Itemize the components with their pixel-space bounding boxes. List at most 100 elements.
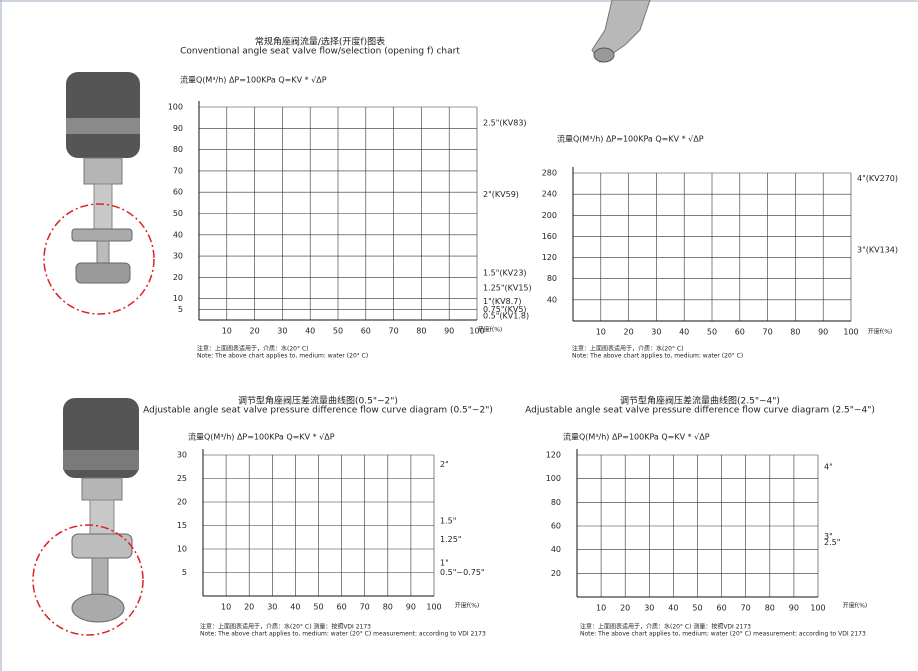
legend-label: 1.5" [440,516,456,525]
x-tick-label: 30 [277,327,287,336]
chart-subtitle: Adjustable angle seat valve pressure dif… [143,406,493,416]
y-tick-label: 5 [182,568,187,577]
y-tick-label: 15 [177,521,187,530]
note: 注意：上面图表适用于，介质：水(20° C) 测量：按照VDI 2173 [580,623,751,631]
y-tick-label: 5 [178,305,183,314]
valve-image-2 [32,398,144,636]
chart-title: 调节型角座阀压差流量曲线图(0.5"~2") [238,395,398,407]
y-axis-label: 流量Q(M³/h) ΔP=100KPa Q=KV * √ΔP [180,75,327,85]
chart-subtitle: Conventional angle seat valve flow/selec… [180,47,460,57]
chart-title: 调节型角座阀压差流量曲线图(2.5"~4") [620,395,780,407]
note: 注意：上面图表适用于，介质：水(20° C) [572,345,683,353]
y-tick-label: 200 [542,211,557,220]
x-tick-label: 20 [620,604,630,613]
x-tick-label: 100 [469,327,484,336]
y-tick-label: 80 [173,145,183,154]
y-tick-label: 100 [546,474,561,483]
legend-label: 1.25"(KV15) [483,284,532,293]
note: Note: The above chart applies to, medium… [572,353,743,360]
x-tick-label: 40 [305,327,315,336]
x-tick-label: 20 [244,603,254,612]
legend-label: 0.75"(KV5) [483,305,527,314]
legend-label: 4"(KV270) [857,174,898,183]
y-tick-label: 90 [173,124,183,133]
note: 注意：上面图表适用于，介质：水(20° C) [197,345,308,353]
x-tick-label: 40 [290,603,300,612]
x-tick-label: 10 [222,327,232,336]
x-axis-label: 开度f(%) [843,602,868,610]
x-tick-label: 60 [337,603,347,612]
y-axis-label: 流量Q(M³/h) ΔP=100KPa Q=KV * √ΔP [563,432,710,442]
y-tick-label: 50 [173,209,183,218]
x-tick-label: 60 [361,327,371,336]
legend-label: 4" [824,462,833,471]
x-tick-label: 40 [679,328,689,337]
valve-image-1 [43,72,155,315]
y-tick-label: 30 [173,252,183,261]
valve-top [591,0,651,63]
x-tick-label: 30 [644,604,654,613]
legend-label: 0.5"(KV1.8) [483,312,529,321]
legend-label: 2"(KV59) [483,190,519,199]
x-tick-label: 10 [596,604,606,613]
note: Note: The above chart applies to, medium… [197,353,368,360]
x-tick-label: 20 [250,327,260,336]
note: 注意：上面图表适用于，介质：水(20° C) 测量：按照VDI 2173 [200,623,371,631]
chart-subtitle: Adjustable angle seat valve pressure dif… [525,406,875,416]
y-tick-label: 20 [173,273,183,282]
y-tick-label: 240 [542,190,557,199]
x-tick-label: 50 [313,603,323,612]
y-tick-label: 100 [168,103,183,112]
y-tick-label: 40 [551,545,561,554]
x-tick-label: 100 [426,603,441,612]
y-tick-label: 40 [547,295,557,304]
x-tick-label: 60 [735,328,745,337]
x-axis-label: 开度f(%) [868,328,893,336]
y-tick-label: 10 [173,294,183,303]
y-tick-label: 60 [551,522,561,531]
x-tick-label: 70 [763,328,773,337]
legend-label: 3" [824,532,833,541]
y-tick-label: 80 [551,498,561,507]
y-tick-label: 120 [546,451,561,460]
legend-label: 1" [440,559,449,568]
note: Note: The above chart applies to, medium… [200,631,486,638]
legend-label: 2" [440,460,449,469]
x-tick-label: 50 [692,604,702,613]
x-tick-label: 30 [651,328,661,337]
legend-label: 2.5"(KV83) [483,118,527,127]
y-tick-label: 280 [542,169,557,178]
x-tick-label: 100 [810,604,825,613]
y-tick-label: 25 [177,474,187,483]
x-tick-label: 40 [668,604,678,613]
y-tick-label: 10 [177,545,187,554]
x-axis-label: 开度f(%) [455,602,480,610]
legend-label: 1.25" [440,535,462,544]
x-tick-label: 80 [765,604,775,613]
x-tick-label: 90 [406,603,416,612]
y-axis-label: 流量Q(M³/h) ΔP=100KPa Q=KV * √ΔP [557,134,704,144]
x-tick-label: 70 [741,604,751,613]
x-tick-label: 20 [624,328,634,337]
legend-label: 3"(KV134) [857,246,898,255]
y-tick-label: 70 [173,166,183,175]
x-tick-label: 90 [444,327,454,336]
x-tick-label: 80 [383,603,393,612]
y-tick-label: 80 [547,274,557,283]
x-axis-label: 开度f(%) [478,326,503,334]
x-tick-label: 70 [360,603,370,612]
legend-label: 1"(KV8.7) [483,297,521,306]
x-tick-label: 100 [843,328,858,337]
x-tick-label: 10 [596,328,606,337]
x-tick-label: 80 [416,327,426,336]
x-tick-label: 90 [789,604,799,613]
y-tick-label: 120 [542,253,557,262]
x-tick-label: 70 [389,327,399,336]
note: Note: The above chart applies to, medium… [580,631,866,638]
y-tick-label: 20 [177,498,187,507]
y-tick-label: 40 [173,230,183,239]
x-tick-label: 80 [790,328,800,337]
y-tick-label: 60 [173,188,183,197]
